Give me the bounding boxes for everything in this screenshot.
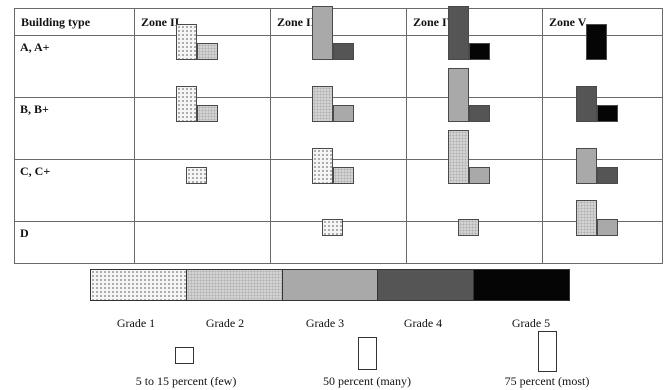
grade-4-most-bar <box>447 5 469 60</box>
grade-3-most-bar <box>311 5 333 60</box>
cell-a-zone-5 <box>542 23 663 98</box>
grade-3-few-bar <box>468 166 490 184</box>
grade-1-few-bar <box>186 166 207 184</box>
size-most-box <box>538 331 557 372</box>
damage-matrix: Building type Zone II Zone III Zone IV Z… <box>14 5 663 264</box>
grade-2-few-bar <box>196 104 218 122</box>
size-many-label: 50 percent (many) <box>323 374 411 388</box>
size-many-box <box>358 337 377 370</box>
grade-2-few-bar <box>332 166 354 184</box>
row-c: C, C+ <box>14 129 663 222</box>
header-zone-4: Zone IV <box>406 8 543 36</box>
cell-d-zone-4 <box>406 218 543 264</box>
grade-5-many-bar <box>586 23 607 60</box>
row-label-c: C, C+ <box>14 159 135 222</box>
cell-d-zone-3 <box>270 218 407 264</box>
grade-4-swatch <box>377 270 474 300</box>
grade-2-label: Grade 2 <box>205 316 245 330</box>
grade-3-many-bar <box>575 147 597 184</box>
grade-2-many-bar <box>311 85 333 122</box>
grade-2-few-bar <box>458 218 479 236</box>
cell-a-zone-4 <box>406 5 543 98</box>
grade-1-label: Grade 1 <box>116 316 156 330</box>
row-label-d: D <box>14 221 135 264</box>
grade-1-many-bar <box>175 23 197 60</box>
grade-5-few-bar <box>596 104 618 122</box>
cell-c-zone-3 <box>270 147 407 222</box>
grade-2-swatch <box>185 270 282 300</box>
grade-3-label: Grade 3 <box>305 316 345 330</box>
grade-3-most-bar <box>447 67 469 122</box>
grade-4-few-bar <box>332 42 354 60</box>
size-few-box <box>175 347 194 364</box>
cell-c-zone-2 <box>134 159 271 222</box>
row-a: A, A+ <box>14 5 663 98</box>
header-zone-2: Zone II <box>134 8 271 36</box>
size-few-label: 5 to 15 percent (few) <box>135 374 237 388</box>
grade-5-few-bar <box>468 42 490 60</box>
grade-5-label: Grade 5 <box>511 316 551 330</box>
row-label-b: B, B+ <box>14 97 135 160</box>
row-label-a: A, A+ <box>14 35 135 98</box>
grade-1-many-bar <box>311 147 333 184</box>
cell-b-zone-4 <box>406 67 543 160</box>
grade-4-label: Grade 4 <box>403 316 443 330</box>
cell-b-zone-5 <box>542 85 663 160</box>
grade-3-few-bar <box>596 218 618 236</box>
grade-3-few-bar <box>332 104 354 122</box>
grade-scale-bar <box>90 269 570 301</box>
cell-c-zone-5 <box>542 147 663 222</box>
grade-5-swatch <box>473 270 569 300</box>
grade-4-many-bar <box>575 85 597 122</box>
grade-2-most-bar <box>447 129 469 184</box>
row-d: D <box>14 199 663 264</box>
header-row: Building type Zone II Zone III Zone IV Z… <box>14 8 663 36</box>
grade-3-swatch <box>281 270 378 300</box>
grade-1-few-bar <box>322 218 343 236</box>
header-zone-3: Zone III <box>270 8 407 36</box>
cell-d-zone-2 <box>134 221 271 264</box>
cell-b-zone-3 <box>270 85 407 160</box>
grade-2-few-bar <box>196 42 218 60</box>
grade-4-few-bar <box>596 166 618 184</box>
grade-1-many-bar <box>175 85 197 122</box>
grade-2-many-bar <box>575 199 597 236</box>
cell-a-zone-2 <box>134 23 271 98</box>
row-b: B, B+ <box>14 67 663 160</box>
grade-4-few-bar <box>468 104 490 122</box>
cell-a-zone-3 <box>270 5 407 98</box>
grade-1-swatch <box>91 270 186 300</box>
cell-d-zone-5 <box>542 199 663 264</box>
cell-c-zone-4 <box>406 129 543 222</box>
header-building-type: Building type <box>14 8 135 36</box>
size-most-label: 75 percent (most) <box>504 374 590 388</box>
cell-b-zone-2 <box>134 85 271 160</box>
